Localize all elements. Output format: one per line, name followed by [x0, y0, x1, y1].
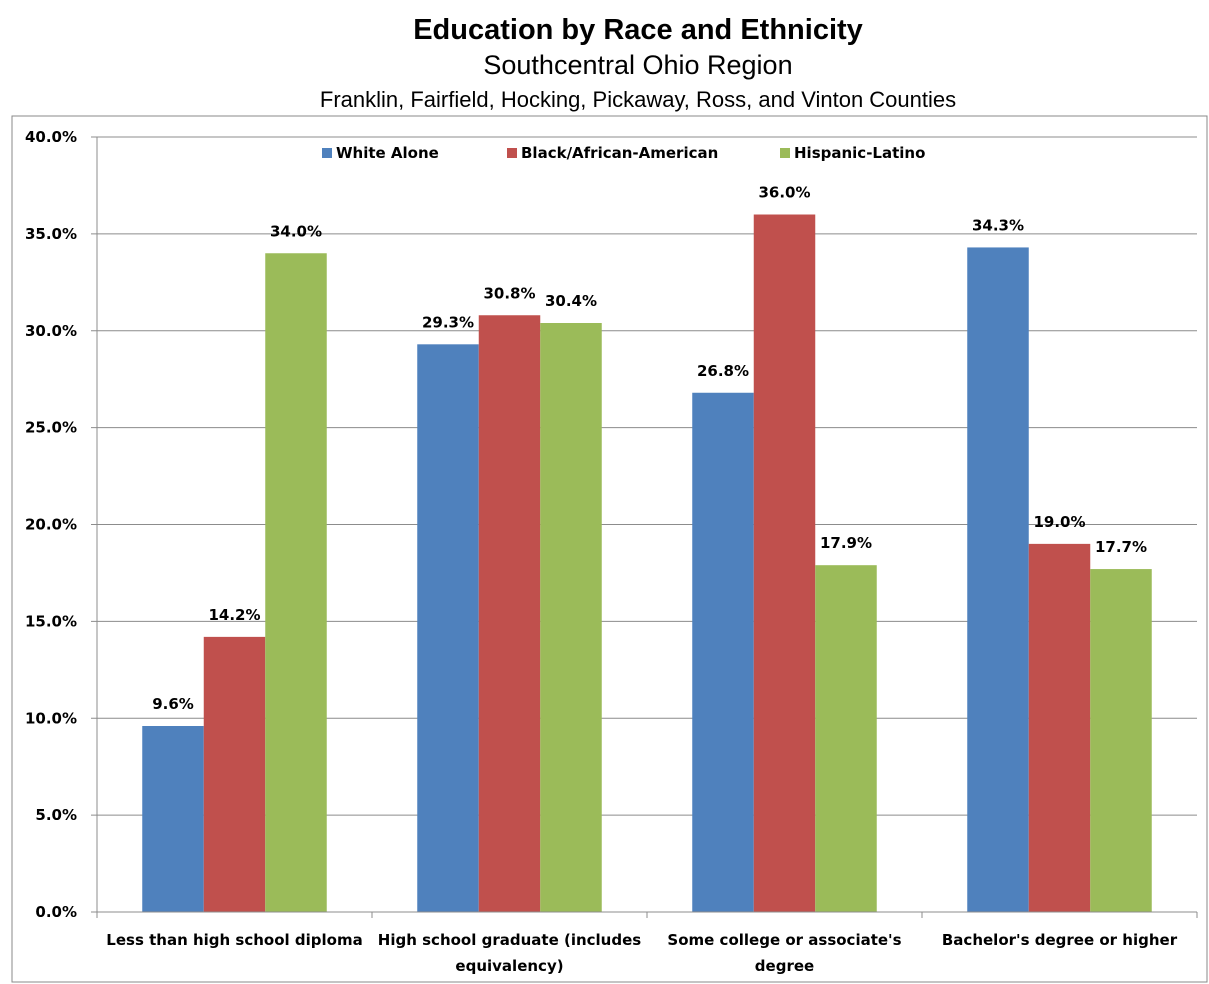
x-tick-label: Less than high school diploma: [106, 931, 362, 949]
y-tick-label: 35.0%: [25, 225, 77, 243]
legend-swatch: [322, 148, 332, 158]
y-tick-label: 10.0%: [25, 709, 77, 727]
bar: [479, 315, 541, 912]
y-tick-label: 30.0%: [25, 322, 77, 340]
legend-label: Black/African-American: [521, 144, 718, 162]
bar: [265, 253, 327, 912]
x-tick-label: Some college or associate's: [667, 931, 901, 949]
data-label: 14.2%: [208, 606, 260, 624]
data-label: 9.6%: [152, 695, 194, 713]
y-tick-label: 0.0%: [35, 903, 77, 921]
data-label: 34.0%: [270, 222, 322, 240]
data-label: 30.4%: [545, 292, 597, 310]
y-tick-label: 40.0%: [25, 128, 77, 146]
bar: [754, 215, 816, 913]
chart-title: Education by Race and Ethnicity: [413, 14, 863, 46]
data-label: 29.3%: [422, 313, 474, 331]
chart-subtitle-counties: Franklin, Fairfield, Hocking, Pickaway, …: [320, 87, 956, 112]
data-label: 17.9%: [820, 534, 872, 552]
bar: [692, 393, 754, 912]
data-label: 26.8%: [697, 362, 749, 380]
x-tick-label: equivalency): [455, 957, 563, 975]
legend-swatch: [507, 148, 517, 158]
bar: [142, 726, 204, 912]
data-label: 19.0%: [1033, 513, 1085, 531]
bar: [204, 637, 266, 912]
x-tick-label: High school graduate (includes: [378, 931, 641, 949]
bar: [1090, 569, 1152, 912]
data-label: 17.7%: [1095, 538, 1147, 556]
y-tick-label: 25.0%: [25, 419, 77, 437]
data-label: 36.0%: [758, 184, 810, 202]
x-tick-label: Bachelor's degree or higher: [942, 931, 1178, 949]
y-tick-label: 20.0%: [25, 516, 77, 534]
legend-label: Hispanic-Latino: [794, 144, 925, 162]
legend-swatch: [780, 148, 790, 158]
chart-subtitle: Southcentral Ohio Region: [483, 50, 792, 80]
legend: White Alone Black/African-American Hispani…: [322, 144, 925, 162]
legend-label: White Alone: [336, 144, 439, 162]
bar: [967, 247, 1029, 912]
x-tick-label: degree: [755, 957, 814, 975]
bar: [1029, 544, 1091, 912]
y-tick-label: 5.0%: [35, 806, 77, 824]
data-label: 34.3%: [972, 216, 1024, 234]
bar: [815, 565, 877, 912]
data-label: 30.8%: [483, 284, 535, 302]
bar: [540, 323, 602, 912]
y-tick-label: 15.0%: [25, 612, 77, 630]
bar: [417, 344, 479, 912]
